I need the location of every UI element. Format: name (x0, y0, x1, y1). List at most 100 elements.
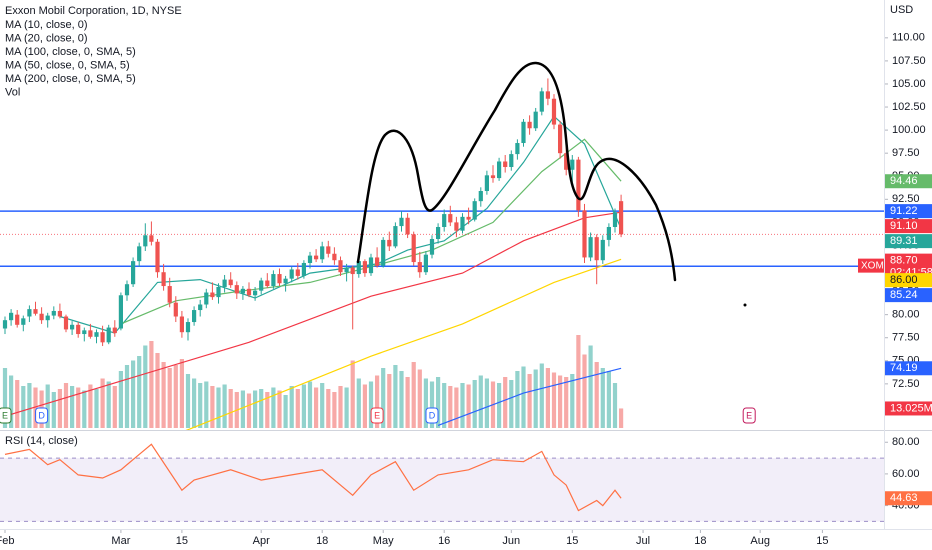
candle-body (173, 302, 178, 317)
candle-body (564, 153, 569, 170)
candle-body (259, 280, 264, 291)
volume-bar (131, 360, 136, 428)
candle-body (326, 246, 331, 254)
candle-body (612, 212, 618, 227)
candle-body (271, 274, 276, 287)
candle-body (57, 310, 63, 317)
volume-bar (265, 392, 270, 428)
event-marker (0, 407, 12, 424)
candle-body (442, 214, 447, 227)
candle-body (448, 214, 453, 223)
candle-body (570, 159, 575, 170)
candle-body (301, 262, 306, 276)
candle-body (533, 111, 538, 129)
symbol-badge (858, 258, 884, 273)
candle-body (527, 121, 532, 129)
volume-bar (289, 386, 294, 428)
candle-body (307, 255, 313, 263)
volume-bar (33, 387, 38, 428)
x-tick-label: 18 (316, 535, 328, 547)
volume-bar (295, 389, 300, 428)
volume-bar (545, 368, 550, 428)
price-badge-label: 89.31 (890, 235, 918, 247)
candle-body (356, 261, 361, 275)
candle-body (503, 161, 508, 168)
volume-bar (350, 360, 355, 428)
price-badge-label: 94.46 (890, 175, 918, 187)
candle-body (167, 286, 172, 303)
volume-bar (277, 390, 282, 428)
volume-bar (332, 392, 337, 428)
volume-bar (179, 359, 184, 428)
candle-body (381, 239, 386, 266)
candle-body (39, 313, 44, 321)
candle-body (228, 279, 233, 286)
candle-body (478, 191, 483, 202)
volume-bar (173, 365, 178, 428)
volume-bar (381, 368, 386, 428)
volume-bar (539, 363, 544, 428)
candle-body (405, 217, 410, 235)
candle-body (82, 330, 87, 335)
candle-body (76, 324, 81, 335)
legend-entry: MA (200, close, 0, SMA, 5) (5, 73, 136, 85)
candle-body (521, 121, 526, 144)
candle-body (545, 91, 550, 99)
legend-title: Exxon Mobil Corporation, 1D, NYSE (5, 5, 182, 17)
y-tick-label: 110.00 (892, 32, 925, 44)
volume-bar (460, 383, 465, 428)
volume-bar (259, 389, 264, 428)
y-tick-label: 97.50 (892, 147, 920, 159)
y-tick-label: 80.00 (892, 309, 920, 321)
rsi-pane (0, 443, 884, 522)
candle-body (588, 237, 593, 258)
volume-bar (45, 384, 50, 428)
volume-bar (515, 371, 520, 428)
price-badge (885, 401, 932, 416)
candle-body (576, 159, 581, 211)
volume-bar (191, 378, 197, 428)
candle-body (557, 124, 563, 154)
rsi-title: RSI (14, close) (5, 435, 78, 447)
candle-body (350, 267, 355, 275)
volume-bar (484, 378, 489, 428)
moving-average-line (437, 367, 622, 426)
candle-body (179, 316, 184, 333)
legend-entry: Vol (5, 86, 20, 98)
volume-bar (204, 381, 209, 428)
candle-body (551, 98, 557, 125)
price-badge (885, 288, 932, 303)
price-badge (885, 273, 932, 288)
price-badge-label: 91.10 (890, 220, 918, 232)
volume-bar (338, 386, 343, 428)
event-label: E (2, 410, 8, 420)
volume-bar (618, 408, 624, 428)
volume-bar (118, 371, 124, 428)
candle-body (594, 237, 599, 261)
volume-bar (466, 384, 471, 428)
price-badge-label: 91.22 (890, 205, 918, 217)
candle-body (295, 269, 300, 276)
candle-body (320, 246, 325, 260)
volume-bar (423, 378, 428, 428)
candle-body (435, 226, 441, 239)
volume-bar (9, 375, 14, 428)
volume-bar (198, 383, 203, 428)
candle-body (423, 254, 428, 273)
y-tick-label: 77.50 (892, 332, 920, 344)
volume-bar (27, 383, 32, 428)
volume-bar (70, 386, 75, 428)
x-tick-label: Mar (111, 535, 130, 547)
volume-bar (313, 387, 319, 428)
event-label: D (38, 410, 45, 420)
candle-body (149, 235, 154, 242)
candle-body (460, 216, 465, 231)
candle-body (618, 201, 624, 235)
volume-bar (216, 387, 221, 428)
volume-bar (448, 386, 453, 428)
x-tick-label: 16 (438, 535, 450, 547)
candle-body (332, 253, 337, 261)
candle-body (582, 210, 587, 258)
event-label: E (746, 410, 752, 420)
